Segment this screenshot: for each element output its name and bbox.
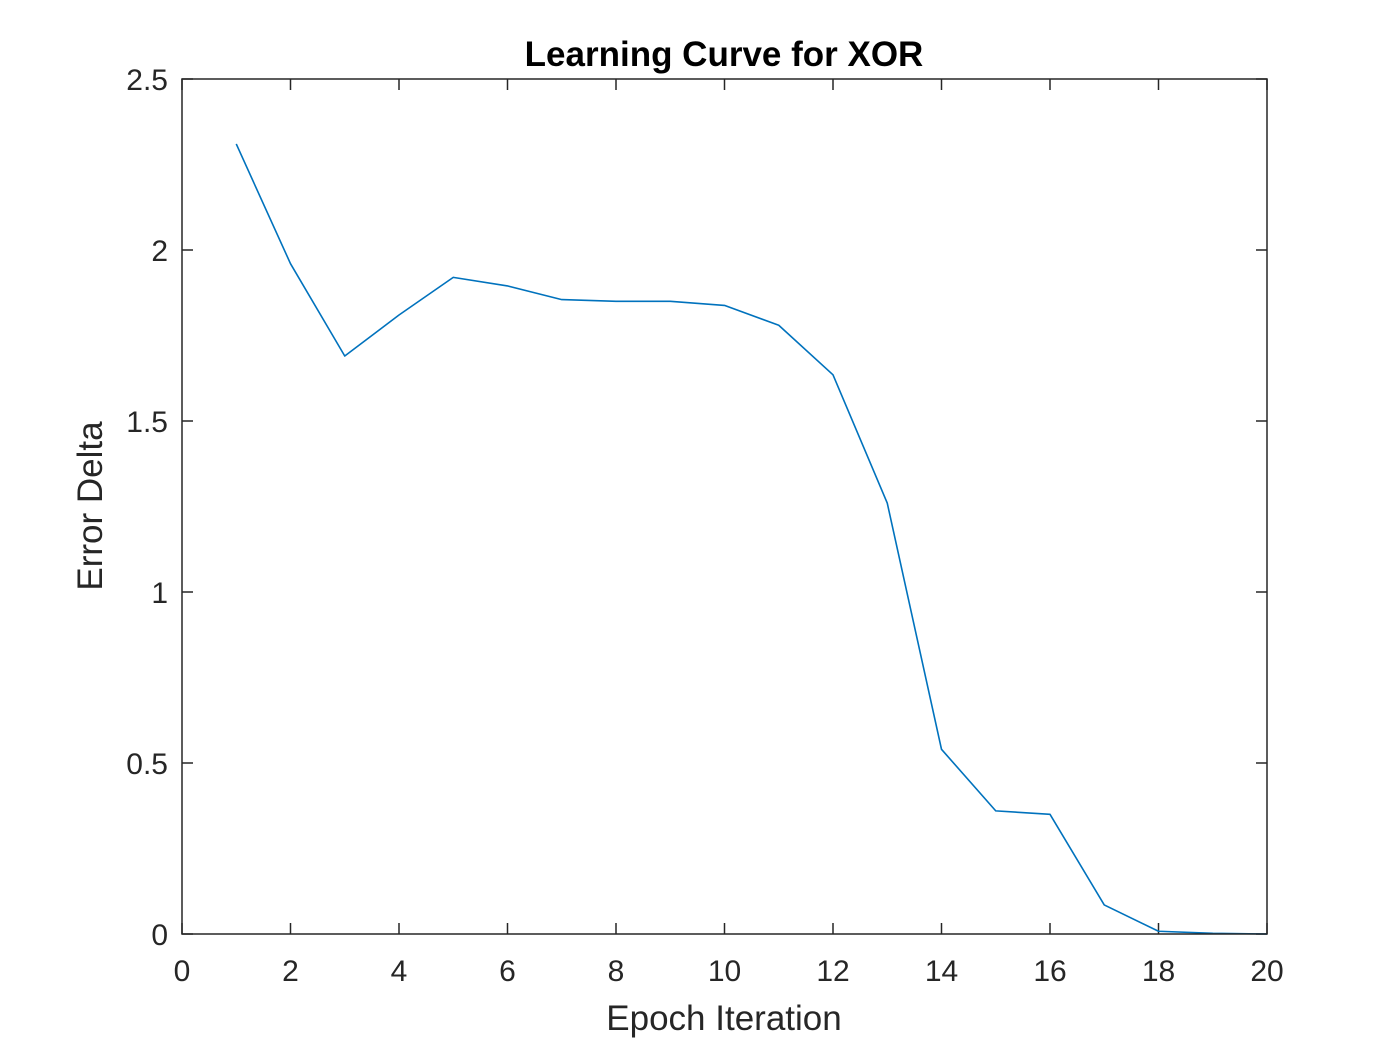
x-tick-label: 6 <box>499 955 516 988</box>
axis-ticks <box>181 78 1268 935</box>
y-tick-label: 2 <box>151 235 168 268</box>
x-tick-label: 0 <box>174 955 191 988</box>
x-tick-label: 8 <box>608 955 625 988</box>
y-tick-label: 0.5 <box>126 748 168 781</box>
x-tick-label: 12 <box>816 955 849 988</box>
series-layer <box>235 143 1268 935</box>
y-tick-label: 2.5 <box>126 64 168 97</box>
x-tick-label: 20 <box>1250 955 1283 988</box>
x-tick-label: 14 <box>925 955 958 988</box>
x-tick-label: 16 <box>1033 955 1066 988</box>
x-tick-label: 4 <box>391 955 408 988</box>
x-axis-label: Epoch Iteration <box>606 999 841 1038</box>
y-tick-label: 0 <box>151 919 168 952</box>
x-tick-label: 10 <box>708 955 741 988</box>
x-tick-label: 18 <box>1142 955 1175 988</box>
y-tick-label: 1 <box>151 577 168 610</box>
y-axis-label: Error Delta <box>71 421 110 591</box>
x-tick-label: 2 <box>282 955 299 988</box>
axes-box <box>181 78 1268 935</box>
x-tick-labels: 0 2 4 6 8 10 12 14 16 18 20 <box>174 955 1284 988</box>
y-tick-label: 1.5 <box>126 406 168 439</box>
chart-title: Learning Curve for XOR <box>525 35 924 74</box>
y-tick-labels: 0 0.5 1 1.5 2 2.5 <box>126 64 168 952</box>
series-line <box>235 143 1268 935</box>
